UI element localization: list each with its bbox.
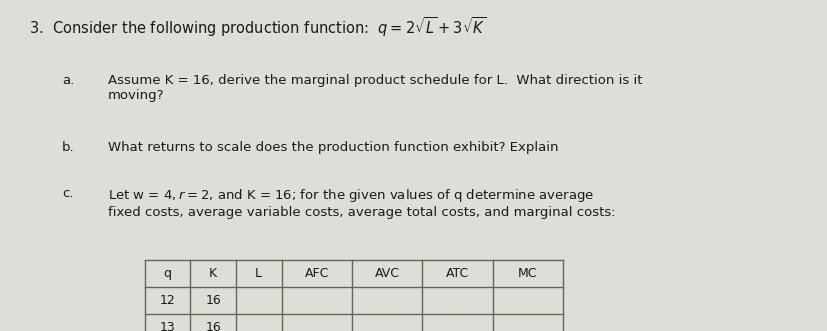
Text: MC: MC <box>518 267 537 280</box>
Text: c.: c. <box>62 187 74 200</box>
Text: b.: b. <box>62 141 74 154</box>
Text: ATC: ATC <box>445 267 469 280</box>
Text: Let w = $4, r = $2, and K = 16; for the given values of q determine average
fixe: Let w = $4, r = $2, and K = 16; for the … <box>108 187 614 219</box>
Text: 16: 16 <box>205 321 221 331</box>
Text: q: q <box>164 267 171 280</box>
Text: AVC: AVC <box>374 267 399 280</box>
Text: a.: a. <box>62 74 74 87</box>
Text: K: K <box>209 267 217 280</box>
Text: What returns to scale does the production function exhibit? Explain: What returns to scale does the productio… <box>108 141 557 154</box>
Text: L: L <box>255 267 262 280</box>
Text: AFC: AFC <box>304 267 328 280</box>
Text: 12: 12 <box>160 294 175 307</box>
Text: Assume K = 16, derive the marginal product schedule for L.  What direction is it: Assume K = 16, derive the marginal produ… <box>108 74 642 103</box>
Text: 13: 13 <box>160 321 175 331</box>
Text: 16: 16 <box>205 294 221 307</box>
Text: 3.  Consider the following production function:  $q = 2\sqrt{L} + 3\sqrt{K}$: 3. Consider the following production fun… <box>29 15 485 39</box>
